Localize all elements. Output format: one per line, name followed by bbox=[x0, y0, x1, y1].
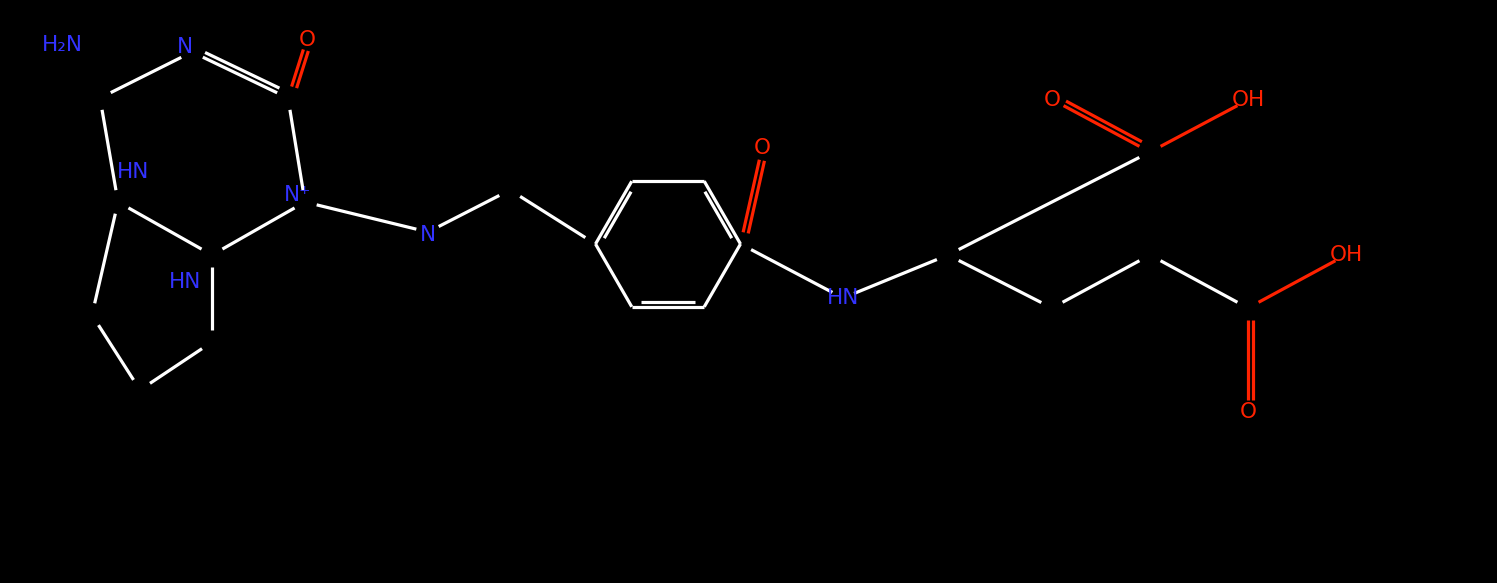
Text: H₂N: H₂N bbox=[42, 35, 82, 55]
Text: N: N bbox=[421, 225, 436, 245]
Text: O: O bbox=[1043, 90, 1060, 110]
Text: HN: HN bbox=[826, 288, 859, 308]
Text: O: O bbox=[1240, 402, 1256, 422]
Text: OH: OH bbox=[1329, 245, 1362, 265]
Text: HN: HN bbox=[117, 162, 150, 182]
Text: O: O bbox=[298, 30, 316, 50]
Text: N: N bbox=[177, 37, 193, 57]
Text: N⁺: N⁺ bbox=[284, 185, 311, 205]
Text: O: O bbox=[753, 138, 771, 158]
Text: OH: OH bbox=[1232, 90, 1265, 110]
Text: HN: HN bbox=[169, 272, 201, 292]
